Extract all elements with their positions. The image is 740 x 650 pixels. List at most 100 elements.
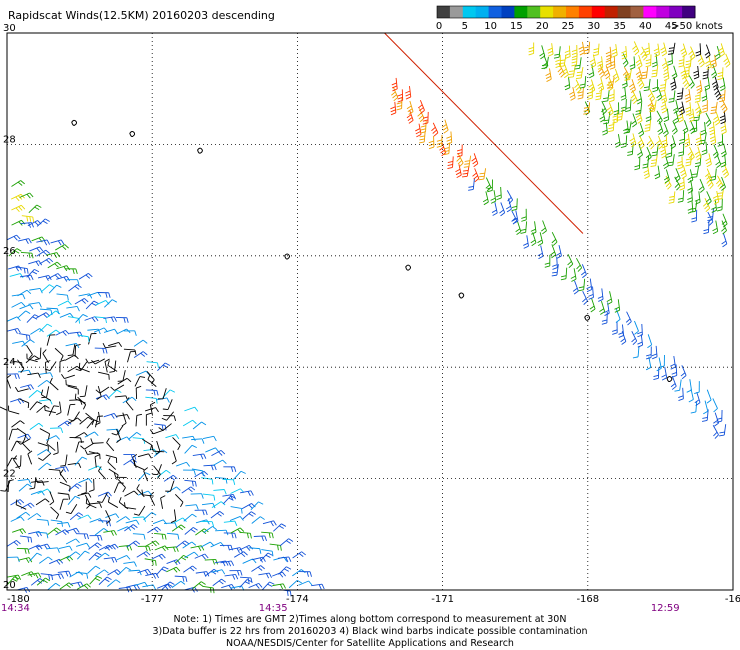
wind-barb-flag — [661, 139, 667, 143]
wind-barb-flag — [637, 341, 643, 345]
wind-barb-flag — [472, 172, 477, 177]
wind-barb-flag — [663, 68, 669, 72]
wind-barb-flag — [589, 305, 595, 310]
wind-barb-flag — [90, 438, 94, 444]
wind-barb-flag — [615, 144, 621, 148]
wind-barb-staff — [625, 135, 628, 147]
wind-barb-staff — [664, 79, 667, 91]
wind-barb-flag — [523, 245, 529, 249]
wind-barb-staff — [94, 456, 97, 468]
wind-barb-staff — [195, 571, 207, 574]
wind-barb-flag — [94, 577, 101, 582]
wind-barb-flag — [637, 101, 643, 105]
wind-barb-flag — [571, 58, 577, 61]
wind-barb-staff — [707, 77, 711, 89]
note-line-2: 3)Data buffer is 22 hrs from 20160203 4)… — [152, 626, 588, 637]
wind-barb-flag — [104, 578, 110, 583]
wind-barb-flag — [637, 139, 642, 144]
wind-barb-flag — [492, 212, 498, 216]
wind-barb-flag — [720, 118, 726, 122]
wind-barb-flag — [531, 242, 537, 247]
wind-barb-flag — [150, 401, 156, 406]
wind-barb-staff — [681, 365, 687, 376]
wind-barb-flag — [456, 152, 463, 155]
wind-barb-flag — [235, 574, 239, 580]
wind-barb-flag — [652, 64, 658, 68]
wind-barb-flag — [685, 96, 691, 100]
wind-barb-staff — [69, 512, 79, 521]
wind-barb-staff — [134, 376, 141, 387]
wind-barb-flag — [700, 129, 706, 133]
wind-barb-staff — [587, 102, 591, 114]
wind-barb-staff — [19, 304, 30, 310]
wind-barb-flag — [156, 390, 159, 396]
wind-barb-flag — [686, 389, 692, 393]
wind-barb-flag — [237, 570, 240, 576]
wind-barb-flag — [702, 110, 708, 113]
wind-barb-flag — [617, 113, 623, 115]
wind-barb-flag — [685, 99, 691, 103]
wind-barb-flag — [609, 67, 615, 70]
wind-barb-staff — [88, 542, 98, 550]
wind-barb-flag — [673, 130, 678, 135]
colorbar-segment — [527, 6, 541, 18]
island-1 — [71, 119, 78, 126]
wind-barb-flag — [709, 136, 716, 140]
wind-barb-flag — [94, 554, 100, 558]
wind-barb-flag — [645, 367, 651, 371]
wind-barb-staff — [105, 345, 117, 349]
wind-barb-flag — [116, 439, 121, 443]
wind-barb-flag — [597, 82, 603, 87]
wind-barb-staff — [279, 538, 289, 547]
wind-barb-staff — [89, 575, 98, 585]
wind-barb-flag — [44, 498, 50, 503]
wind-barb-flag — [68, 494, 71, 500]
wind-barb-flag — [695, 50, 701, 54]
wind-barb-flag — [160, 495, 166, 499]
wind-barb-flag — [717, 144, 723, 147]
wind-barb-staff — [142, 494, 154, 497]
wind-barb-flag — [716, 198, 722, 200]
wind-barb-flag — [88, 273, 93, 278]
wind-barb-staff — [712, 208, 714, 220]
wind-barb-flag — [64, 244, 69, 249]
wind-barb-staff — [201, 477, 213, 480]
wind-barb-staff — [104, 299, 113, 308]
wind-barb-staff — [118, 545, 130, 548]
wind-barb-staff — [11, 301, 22, 308]
wind-barb-flag — [121, 422, 127, 427]
wind-barb-flag — [91, 359, 96, 365]
wind-barb-flag — [613, 76, 619, 80]
wind-barb-flag — [147, 569, 152, 574]
wind-barb-staff — [192, 421, 202, 430]
wind-barb-staff — [690, 179, 694, 191]
wind-barb-flag — [95, 565, 101, 570]
wind-barb-flag — [687, 176, 693, 181]
time-label: 14:34 — [1, 603, 30, 614]
wind-barb-staff — [146, 361, 158, 364]
wind-barb-staff — [592, 54, 597, 66]
wind-barb-flag — [149, 429, 154, 435]
wind-barb-flag — [641, 53, 646, 58]
wind-barb-flag — [27, 483, 32, 488]
wind-barb-flag — [677, 200, 684, 203]
wind-barb-flag — [151, 445, 154, 452]
wind-barb-flag — [45, 249, 51, 254]
wind-barb-flag — [81, 492, 87, 495]
wind-barb-flag — [706, 175, 711, 180]
wind-barb-staff — [649, 88, 656, 99]
wind-barb-staff — [563, 54, 567, 66]
wind-barb-staff — [75, 571, 87, 574]
wind-barb-staff — [647, 155, 650, 168]
wind-barb-flag — [724, 174, 729, 179]
wind-barb-staff — [57, 492, 69, 495]
wind-barb-flag — [606, 57, 612, 61]
wind-barb-flag — [593, 48, 599, 51]
wind-barb-staff — [36, 249, 47, 257]
wind-barb-flag — [569, 91, 575, 95]
wind-barb-staff — [713, 144, 719, 155]
wind-barb-flag — [644, 47, 650, 51]
wind-barb-staff — [689, 102, 692, 114]
wind-barb-staff — [682, 43, 688, 55]
wind-barb-staff — [67, 404, 71, 416]
